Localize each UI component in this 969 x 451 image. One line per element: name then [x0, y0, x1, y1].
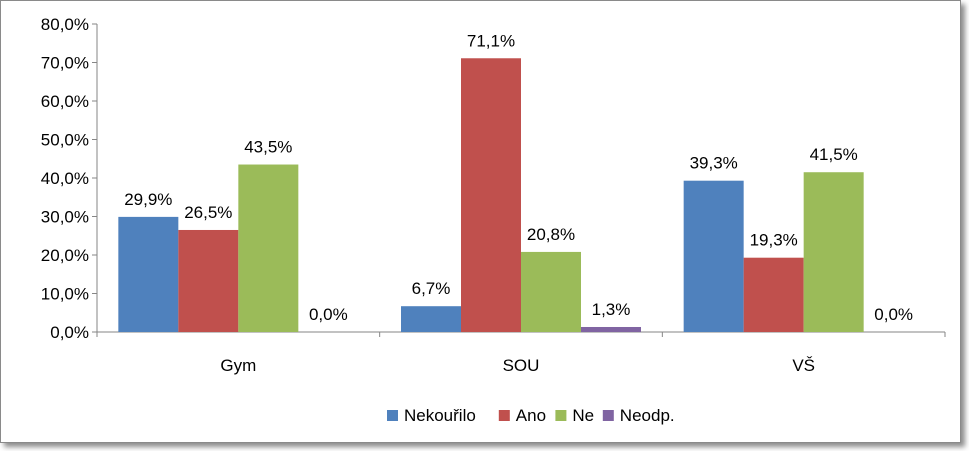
data-label: 39,3% — [690, 154, 738, 173]
y-tick-label: 0,0% — [50, 323, 89, 342]
bar-ne — [238, 164, 299, 332]
y-tick-label: 30,0% — [41, 208, 89, 227]
axes: 0,0% 10,0% 20,0% 30,0% 40,0% 50,0% 60,0% 70,0% 8… — [41, 15, 946, 375]
data-label: 41,5% — [810, 145, 858, 164]
bars — [118, 58, 864, 332]
data-label: 26,5% — [184, 203, 232, 222]
legend-swatch — [555, 410, 567, 421]
y-tick-label: 10,0% — [41, 285, 89, 304]
y-tick-label: 70,0% — [41, 54, 89, 73]
legend-swatch — [387, 410, 398, 421]
bar-nekou-ilo — [401, 306, 461, 332]
y-tick-label: 80,0% — [41, 15, 89, 34]
data-label: 19,3% — [750, 231, 798, 250]
data-label: 0,0% — [874, 305, 913, 324]
legend-label: Nekouřilo — [404, 406, 476, 425]
legend-label: Neodp. — [620, 406, 675, 425]
y-tick-label: 60,0% — [41, 92, 89, 111]
bar-ano — [743, 257, 804, 332]
legend-swatch — [602, 410, 614, 421]
x-category-label: VŠ — [792, 356, 815, 375]
bar-nekou-ilo — [118, 216, 179, 332]
data-label: 29,9% — [124, 190, 172, 209]
bar-ne — [803, 172, 864, 332]
bar-ano — [461, 58, 521, 332]
legend-label: Ne — [572, 406, 594, 425]
legend-swatch — [498, 410, 510, 421]
y-tick-label: 50,0% — [41, 131, 89, 150]
bar-ne — [521, 251, 581, 332]
x-category-label: SOU — [503, 356, 540, 375]
data-label: 6,7% — [412, 279, 451, 298]
data-label: 20,8% — [527, 225, 575, 244]
bar-neodp- — [581, 326, 641, 332]
bar-ano — [178, 229, 239, 332]
y-tick-label: 20,0% — [41, 246, 89, 265]
legend-label: Ano — [516, 406, 546, 425]
y-tick-label: 40,0% — [41, 169, 89, 188]
data-label: 71,1% — [467, 31, 515, 50]
bar-nekou-ilo — [683, 180, 744, 332]
data-label: 1,3% — [592, 300, 631, 319]
x-category-label: Gym — [220, 356, 256, 375]
legend: Nekouřilo Ano Ne Neodp. — [387, 406, 675, 425]
data-labels: 29,9% 6,7% 39,3% 26,5% 71,1% 19,3% 43,5% 20,8% 4… — [124, 31, 913, 324]
data-label: 43,5% — [244, 138, 292, 157]
data-label: 0,0% — [309, 305, 348, 324]
